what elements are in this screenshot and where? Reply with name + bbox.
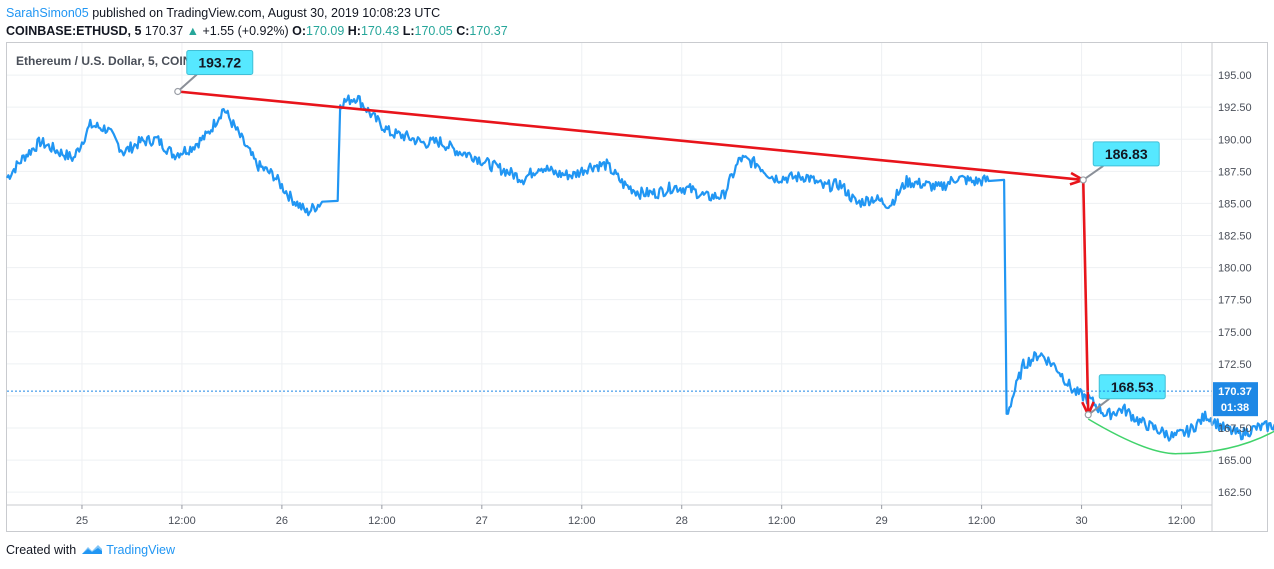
trend-arrows xyxy=(177,90,1095,418)
y-tick-label: 180.00 xyxy=(1218,263,1252,275)
cup-curve-path xyxy=(1087,418,1274,455)
callout-box xyxy=(1098,374,1166,400)
callout-anchor xyxy=(1079,176,1087,184)
callout-anchor xyxy=(174,87,182,96)
price-tag-background xyxy=(1213,382,1258,417)
x-tick-label: 12:00 xyxy=(768,515,796,527)
price-callout: 168.53 xyxy=(1084,374,1166,419)
high-value: 170.43 xyxy=(360,24,400,38)
chart-title: Ethereum / U.S. Dollar, 5, COINBASE xyxy=(16,54,225,68)
price-callouts: 193.72 186.83 168.53 xyxy=(174,50,1166,419)
author-link[interactable]: SarahSimon05 xyxy=(6,6,89,20)
symbol-line: COINBASE:ETHUSD, 5 170.37 ▲ +1.55 (+0.92… xyxy=(6,22,508,40)
x-tick-label: 25 xyxy=(76,515,88,527)
bar-countdown: 01:38 xyxy=(1221,402,1249,414)
series-line-ethusd xyxy=(6,94,1274,442)
x-tick-label: 28 xyxy=(676,515,688,527)
chart-frame[interactable] xyxy=(6,42,1268,532)
callout-value: 168.53 xyxy=(1111,379,1154,395)
y-tick-label: 162.50 xyxy=(1218,487,1252,499)
x-tick-label: 12:00 xyxy=(368,515,396,527)
price-change: +1.55 (+0.92%) xyxy=(202,24,289,38)
tradingview-link[interactable]: TradingView xyxy=(106,543,175,557)
open-value: 170.09 xyxy=(306,24,345,38)
price-tag-value: 170.37 xyxy=(1218,386,1252,398)
y-tick-label: 190.00 xyxy=(1218,134,1252,146)
publish-line: SarahSimon05 published on TradingView.co… xyxy=(6,4,508,22)
price-callout: 186.83 xyxy=(1079,141,1160,184)
low-value: 170.05 xyxy=(414,24,453,38)
y-tick-label: 192.50 xyxy=(1218,102,1252,114)
high-label: H: xyxy=(347,24,361,38)
y-tick-label: 187.50 xyxy=(1218,166,1252,178)
callout-anchor xyxy=(1084,411,1092,419)
low-label: L: xyxy=(402,24,415,38)
x-tick-label: 27 xyxy=(476,515,488,527)
x-tick-label: 12:00 xyxy=(168,515,196,527)
created-with-text: Created with xyxy=(6,543,77,557)
x-tick-label: 26 xyxy=(276,515,288,527)
chart-header: SarahSimon05 published on TradingView.co… xyxy=(6,4,508,40)
y-tick-label: 177.50 xyxy=(1218,295,1252,307)
x-tick-label: 29 xyxy=(876,515,888,527)
footer: Created with TradingView xyxy=(6,543,175,557)
y-tick-label: 182.50 xyxy=(1218,231,1252,243)
callout-box xyxy=(1092,141,1160,167)
x-tick-label: 12:00 xyxy=(968,515,996,527)
x-tick-label: 12:00 xyxy=(568,515,596,527)
y-tick-label: 195.00 xyxy=(1218,70,1252,82)
grid xyxy=(7,43,1212,505)
open-label: O: xyxy=(292,24,307,38)
y-axis[interactable]: 195.00 192.50 190.00 187.50 185.00 182.50 180.… xyxy=(1211,43,1252,532)
price-callout: 193.72 xyxy=(174,50,254,96)
close-label: C: xyxy=(456,24,470,38)
callout-value: 186.83 xyxy=(1105,146,1148,162)
cup-curve xyxy=(1087,418,1274,455)
callout-box xyxy=(186,50,254,76)
x-tick-label: 12:00 xyxy=(1168,515,1196,527)
trend-arrow-line xyxy=(1081,179,1090,415)
x-tick-label: 30 xyxy=(1075,515,1087,527)
trend-arrow-line xyxy=(177,90,1084,182)
callout-pointer xyxy=(177,73,198,93)
up-triangle-icon: ▲ xyxy=(186,24,200,38)
y-tick-label: 172.50 xyxy=(1218,359,1252,371)
last-price: 170.37 xyxy=(144,24,184,38)
y-tick-label: 175.00 xyxy=(1218,327,1252,339)
callout-pointer xyxy=(1082,165,1104,181)
x-axis[interactable]: 25 12:00 26 12:00 27 12:00 28 12:00 29 12:00 30 12:… xyxy=(7,504,1212,527)
callout-value: 193.72 xyxy=(198,55,241,71)
last-price-tag: 170.37 01:38 xyxy=(1213,382,1258,417)
y-tick-label: 167.50 xyxy=(1218,423,1252,435)
callout-pointer xyxy=(1087,397,1110,416)
y-tick-label: 185.00 xyxy=(1218,198,1252,210)
y-tick-label: 165.00 xyxy=(1218,455,1252,467)
close-value: 170.37 xyxy=(469,24,508,38)
symbol-name: COINBASE:ETHUSD, 5 xyxy=(6,24,142,38)
published-text: published on TradingView.com, August 30,… xyxy=(92,6,441,20)
tradingview-logo-icon xyxy=(82,545,103,554)
